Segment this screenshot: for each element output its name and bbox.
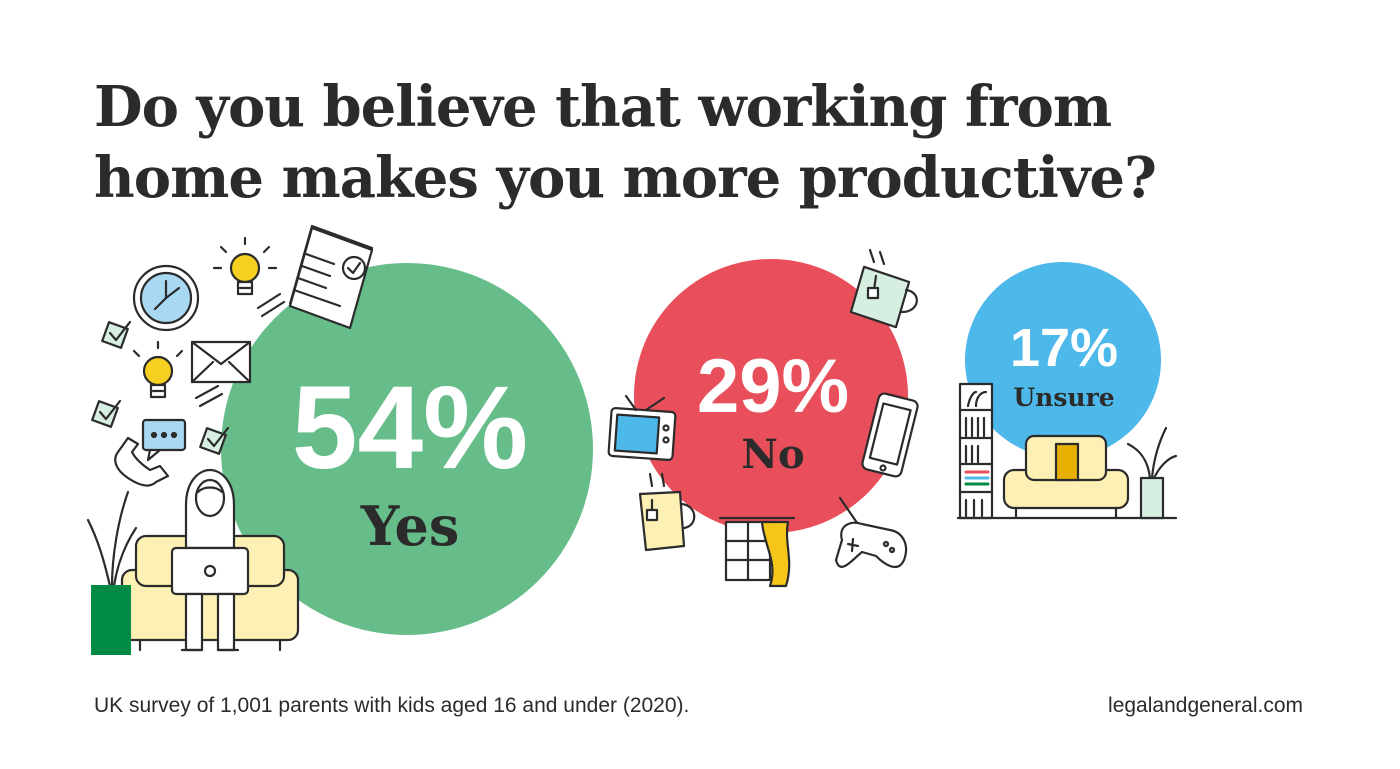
motion-line [194, 384, 220, 400]
mug-icon [638, 472, 696, 552]
sofa-icon [1002, 434, 1130, 520]
plant-pot-icon [91, 585, 131, 655]
value-label-no: 29% [697, 344, 849, 429]
title-line-2: home makes you more productive? [94, 145, 1157, 211]
chat-bubble-icon [141, 418, 187, 462]
title-line-1: Do you believe that working from [94, 74, 1112, 140]
tv-icon [607, 394, 677, 462]
value-label-unsure: 17% [1010, 318, 1118, 378]
bubble-unsure [965, 262, 1161, 458]
checkbox-icon [91, 399, 122, 428]
lightbulb-icon [132, 340, 184, 399]
motion-line [260, 300, 286, 318]
window-curtain-icon [718, 516, 796, 588]
category-label-yes: Yes [360, 494, 460, 558]
category-label-unsure: Unsure [1013, 383, 1114, 412]
gamepad-icon [834, 496, 908, 569]
smartphone-icon [861, 392, 919, 478]
envelope-icon [190, 340, 252, 384]
page-title: Do you believe that working from home ma… [94, 72, 1194, 214]
plant-icon [1126, 426, 1178, 520]
checkbox-icon [199, 426, 230, 455]
document-icon [288, 224, 374, 330]
person-laptop-icon [170, 468, 250, 652]
bookshelf-icon [958, 382, 994, 520]
phone-icon [114, 436, 170, 487]
category-label-no: No [741, 431, 804, 478]
value-label-yes: 54% [292, 362, 528, 494]
mug-icon [849, 248, 918, 329]
plant-icon [86, 490, 138, 588]
clock-icon [132, 264, 200, 332]
footnote: UK survey of 1,001 parents with kids age… [94, 694, 690, 717]
motion-line [256, 292, 282, 310]
lightbulb-icon [212, 236, 278, 296]
checkbox-icon [101, 320, 132, 349]
bubble-no [634, 259, 908, 533]
motion-line [198, 392, 224, 408]
bubble-yes [221, 263, 593, 635]
source-link[interactable]: legalandgeneral.com [1108, 694, 1303, 717]
